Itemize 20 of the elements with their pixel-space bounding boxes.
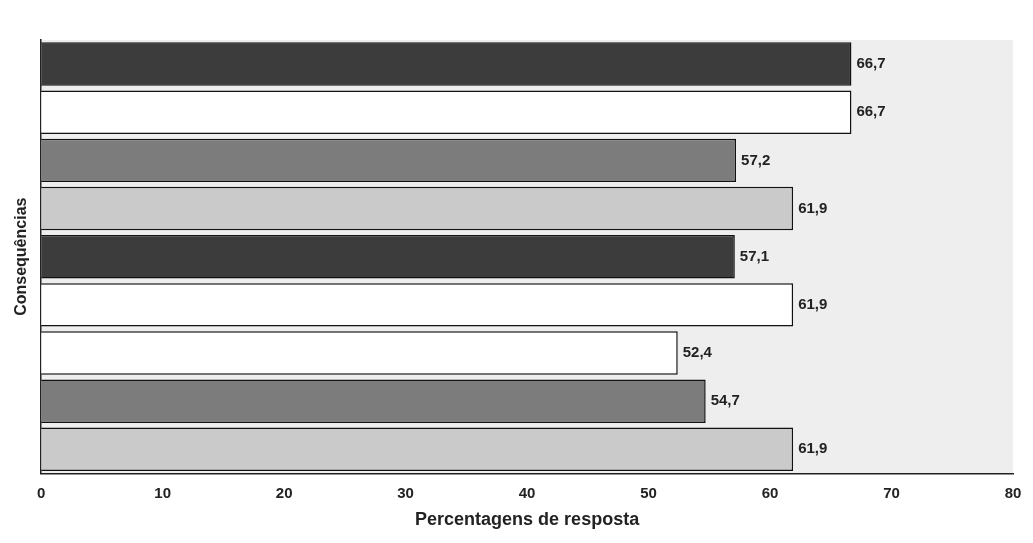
x-tick-label: 70	[883, 483, 900, 501]
data-label: 66,7	[856, 54, 886, 72]
x-tick-label: 10	[154, 483, 172, 501]
x-tick-label: 60	[761, 483, 779, 501]
x-axis-title: Percentagens de resposta	[415, 509, 641, 530]
x-tick-label: 0	[37, 483, 46, 501]
data-label: 54,7	[710, 391, 740, 409]
data-label: 61,9	[798, 295, 828, 312]
x-tick-label: 40	[518, 483, 536, 501]
data-label: 61,9	[798, 198, 828, 216]
data-label: 52,4	[682, 343, 713, 361]
x-tick-label: 80	[1004, 483, 1022, 501]
data-label: 61,9	[798, 439, 828, 457]
x-tick-label: 30	[397, 483, 414, 501]
data-label: 66,7	[856, 102, 886, 120]
x-tick-label: 50	[640, 483, 657, 501]
data-label: 57,2	[741, 150, 771, 168]
y-axis-title: Consequências	[12, 197, 30, 316]
data-label: 57,1	[739, 246, 770, 264]
x-tick-label: 20	[275, 483, 293, 501]
